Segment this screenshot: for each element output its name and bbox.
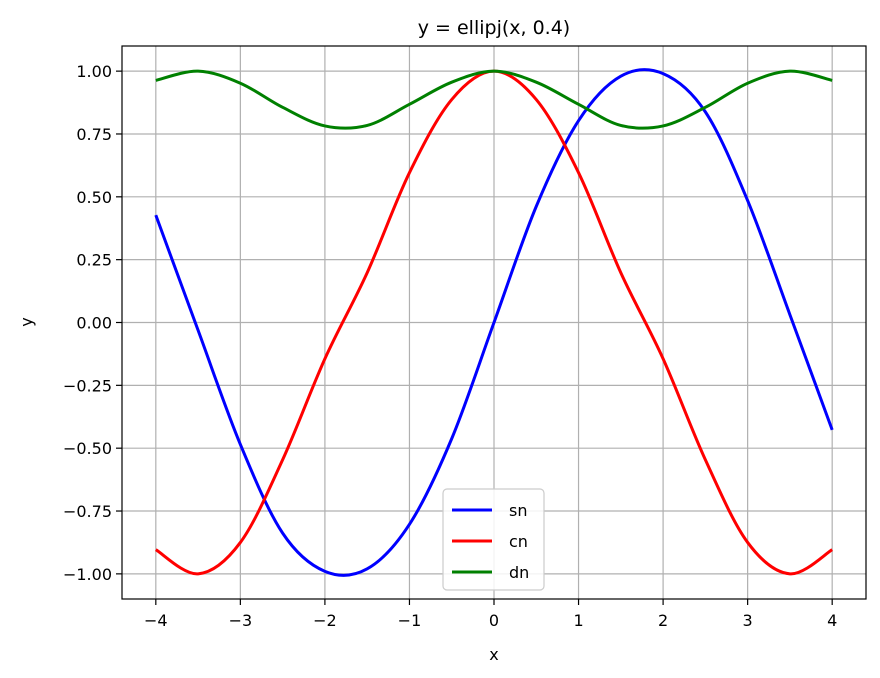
y-tick-label: −0.50 [63, 439, 112, 458]
x-tick-label: −2 [313, 611, 337, 630]
legend-label-sn: sn [509, 501, 527, 520]
x-tick-label: 0 [489, 611, 499, 630]
y-tick-label: 0.50 [76, 188, 112, 207]
legend-label-dn: dn [509, 563, 529, 582]
legend-box [442, 488, 545, 591]
legend: sn cn dn [442, 488, 545, 591]
y-tick-label: 0.25 [76, 251, 112, 270]
y-axis: −1.00 −0.75 −0.50 −0.25 0.00 0.25 0.50 0.75 1.00 [63, 62, 122, 584]
x-tick-label: −1 [398, 611, 422, 630]
y-axis-label: y [17, 317, 36, 326]
legend-label-cn: cn [509, 532, 528, 551]
y-tick-label: −0.75 [63, 502, 112, 521]
y-tick-label: −0.25 [63, 376, 112, 395]
chart-title: y = ellipj(x, 0.4) [418, 17, 570, 39]
y-tick-label: 0.75 [76, 125, 112, 144]
series-lines [154, 68, 834, 577]
x-tick-label: −3 [229, 611, 253, 630]
x-axis: −4 −3 −2 −1 0 1 2 3 4 [144, 599, 837, 630]
y-tick-label: 1.00 [76, 62, 112, 81]
x-tick-label: 1 [573, 611, 583, 630]
x-axis-label: x [489, 645, 498, 664]
y-tick-label: 0.00 [76, 314, 112, 333]
x-tick-label: 4 [827, 611, 837, 630]
x-tick-label: 3 [743, 611, 753, 630]
x-tick-label: 2 [658, 611, 668, 630]
series-line-sn [154, 68, 834, 577]
series-line-dn [155, 69, 833, 130]
y-tick-label: −1.00 [63, 565, 112, 584]
x-tick-label: −4 [144, 611, 168, 630]
